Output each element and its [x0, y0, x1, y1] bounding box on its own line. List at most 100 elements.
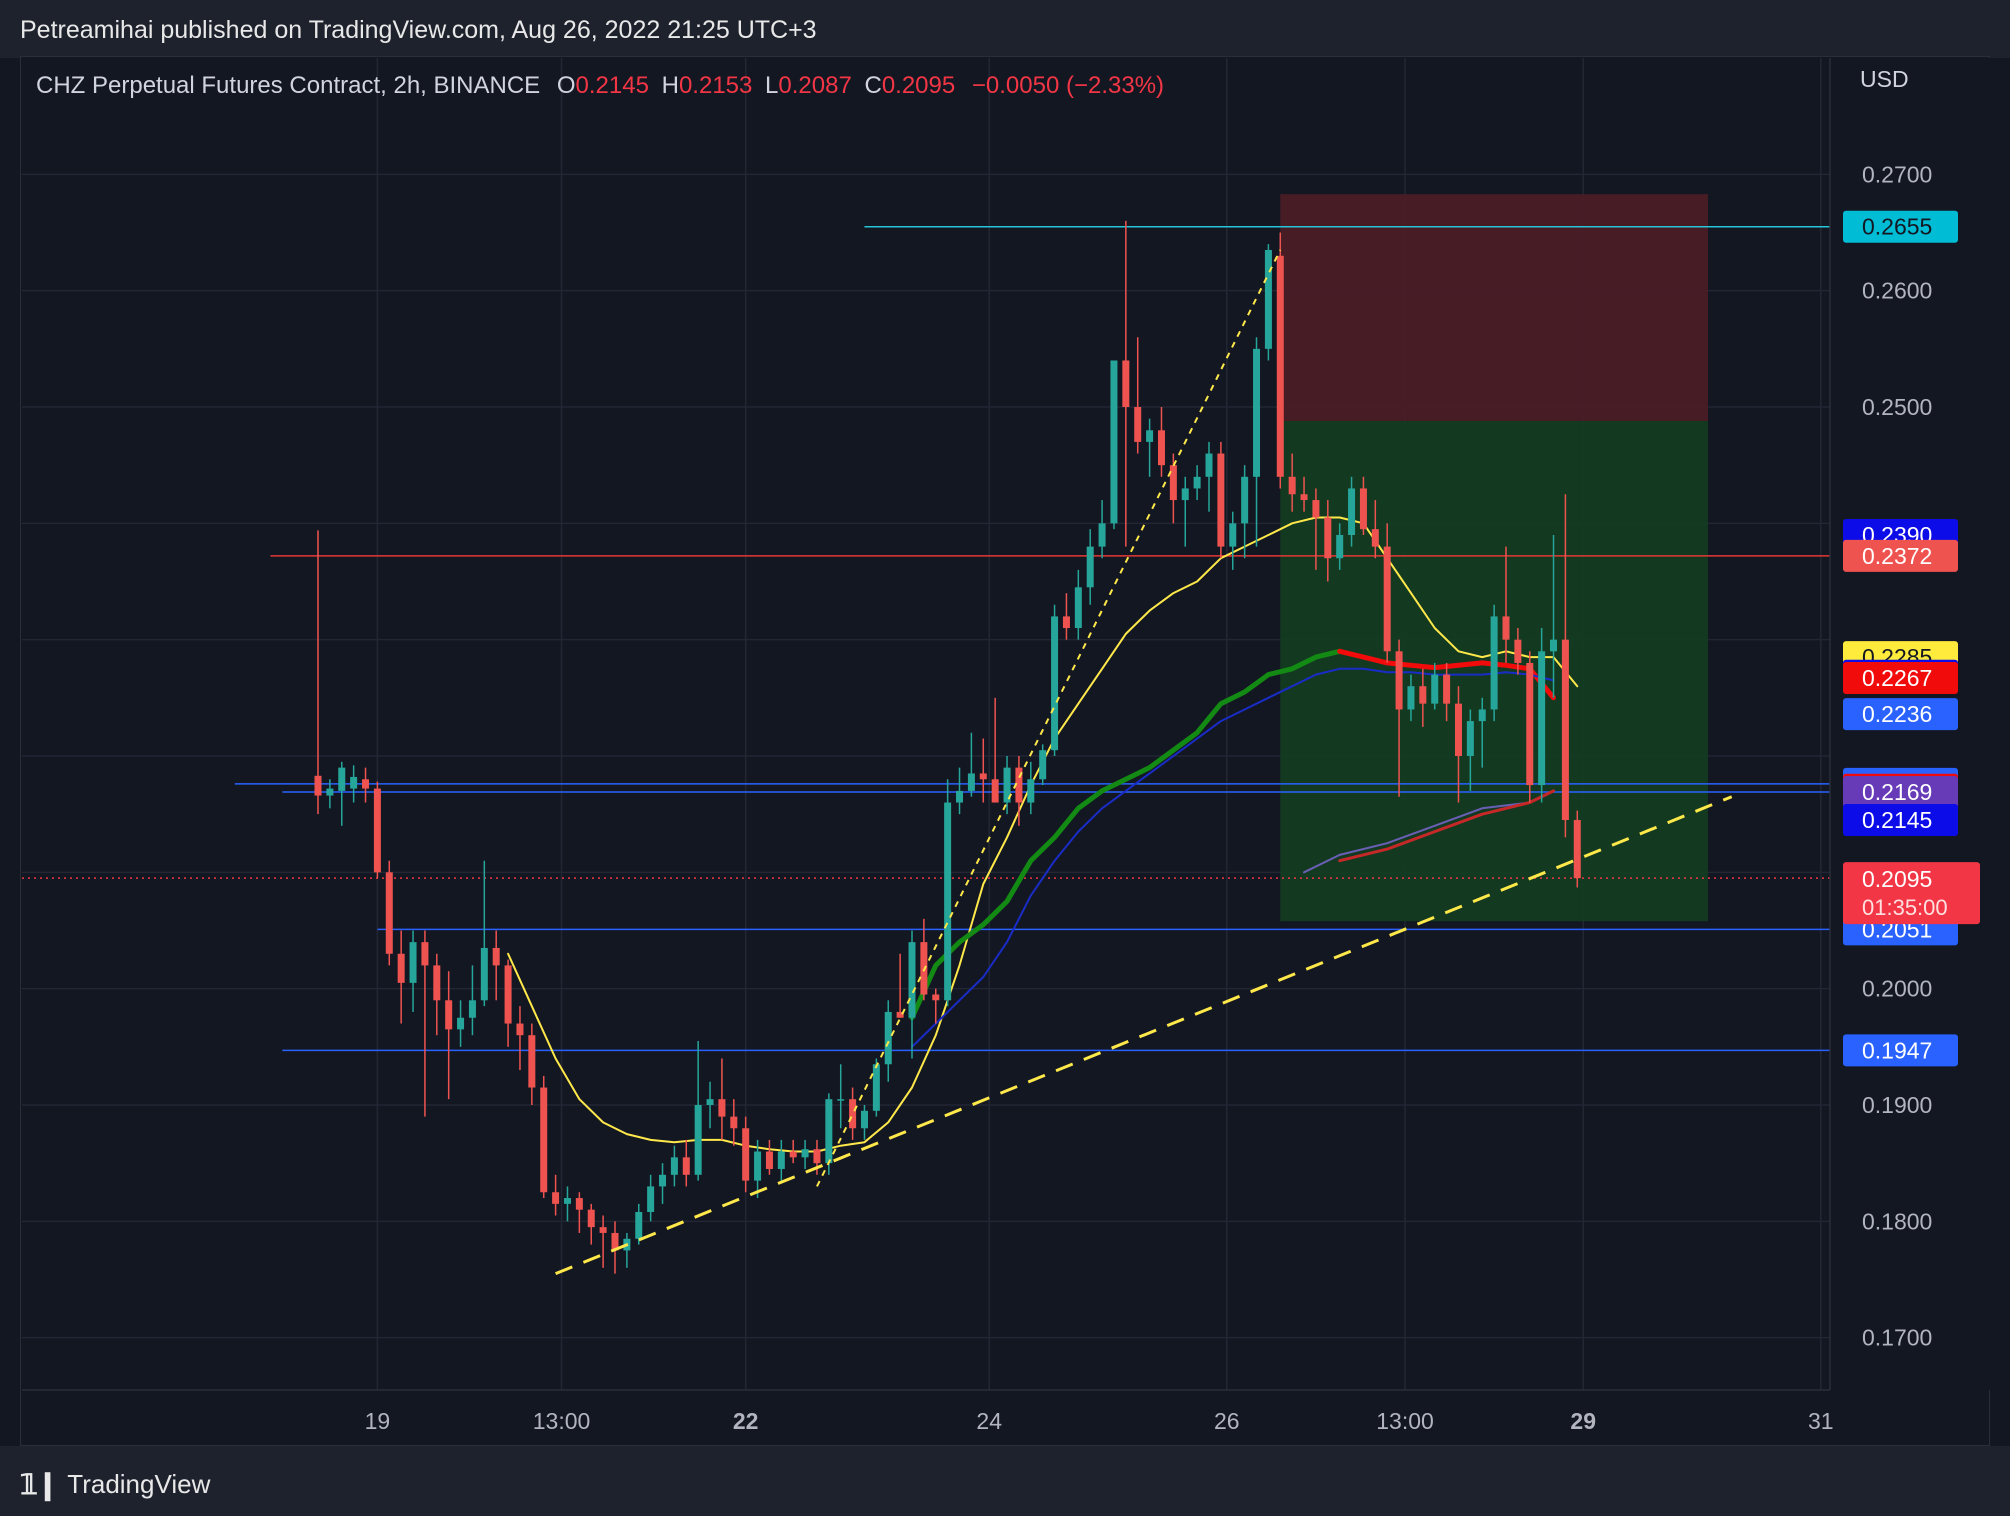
candle-body [1169, 465, 1177, 501]
tradingview-logo-icon: 𝟙❙ [20, 1469, 59, 1500]
trend-lines [555, 249, 1733, 1276]
candle-body [1526, 662, 1534, 786]
candle-body [670, 1157, 678, 1175]
candle-body [1300, 494, 1308, 501]
candle-body [1229, 523, 1237, 547]
open-value: 0.2145 [575, 72, 649, 99]
candle-body [1514, 639, 1522, 663]
candle-body [777, 1151, 785, 1169]
tradingview-brand[interactable]: 𝟙❙ TradingView [20, 1468, 210, 1501]
open-label: O [556, 72, 576, 99]
candle-body [1312, 500, 1320, 518]
price-tag [1843, 210, 1958, 243]
candle-body [754, 1151, 762, 1181]
stop-loss-zone [1280, 194, 1708, 421]
candle-body [433, 965, 441, 1001]
time-tick-label: 26 [1214, 1408, 1240, 1434]
candle-body [468, 1000, 476, 1018]
low-value: 0.2087 [778, 72, 852, 99]
current-price-tag [1843, 862, 1980, 925]
change-value: −0.0050 (−2.33%) [971, 72, 1165, 99]
candle-body [314, 775, 322, 796]
candle-body [1359, 488, 1367, 530]
price-tag [1843, 698, 1958, 731]
high-label: H [661, 72, 679, 99]
candle-body [1561, 639, 1569, 820]
candle-body [409, 942, 417, 983]
time-tick-label: 13:00 [1376, 1408, 1434, 1434]
candle-body [1015, 767, 1023, 803]
candle-body [884, 1011, 892, 1065]
candle-body [1062, 616, 1070, 629]
candle-body [587, 1209, 595, 1228]
candle-body [813, 1149, 821, 1164]
candle-body [1122, 360, 1130, 408]
time-tick-label: 24 [976, 1408, 1002, 1434]
candle-body [528, 1035, 536, 1088]
candle-body [1336, 534, 1344, 559]
candle-body [896, 1011, 904, 1018]
candle-body [1074, 587, 1082, 629]
candle-body [682, 1157, 690, 1175]
candle-body [1086, 546, 1094, 588]
candle-body [932, 994, 940, 1001]
candle-body [492, 947, 500, 966]
price-tag-label: 0.1947 [1862, 1037, 1932, 1063]
candle-body [362, 779, 370, 789]
price-tag-label: 0.2267 [1862, 665, 1932, 691]
candle-body [1573, 819, 1581, 879]
candle-body [338, 767, 346, 791]
candle-body [1276, 255, 1284, 477]
candle-body [730, 1116, 738, 1129]
price-tick-label: 0.2000 [1862, 976, 1932, 1002]
price-tag [1843, 662, 1958, 695]
candle-body [1003, 767, 1011, 803]
candle-body [706, 1099, 714, 1105]
candle-body [908, 942, 916, 1018]
close-value: 0.2095 [881, 72, 956, 99]
candle-body [860, 1110, 868, 1129]
candle-body [765, 1151, 773, 1169]
candle-body [1110, 360, 1118, 524]
candle-body [944, 802, 952, 1001]
price-tick-label: 0.1700 [1862, 1325, 1932, 1351]
candle-body [1419, 686, 1427, 704]
price-tag-label: 0.2655 [1862, 214, 1932, 240]
publisher-bar: Petreamihai published on TradingView.com… [0, 0, 2010, 58]
candle-body [1134, 407, 1142, 442]
candle-body [350, 776, 358, 789]
candle-body [718, 1099, 726, 1117]
time-tick-label: 29 [1570, 1408, 1596, 1434]
candle-body [789, 1151, 797, 1158]
price-tag-label: 0.2169 [1862, 779, 1932, 805]
time-axis[interactable]: 19 13:00 22 24 26 13:00 29 31 [22, 1389, 1834, 1434]
candle-body [575, 1198, 583, 1210]
candles [314, 220, 1581, 1274]
candle-body [1051, 616, 1059, 751]
price-tag [1843, 539, 1958, 572]
publisher-line: Petreamihai published on TradingView.com… [20, 16, 817, 44]
price-tick-label: 0.2500 [1862, 394, 1932, 420]
candle-body [635, 1212, 643, 1239]
price-tag [1843, 776, 1958, 809]
currency-label[interactable]: USD [1860, 66, 1909, 92]
symbol-legend[interactable]: CHZ Perpetual Futures Contract, 2h, BINA… [36, 72, 1164, 100]
candle-body [516, 1023, 524, 1036]
candle-body [385, 872, 393, 954]
candle-body [967, 773, 975, 791]
candle-body [1490, 616, 1498, 710]
candle-body [397, 953, 405, 983]
candle-body [1466, 721, 1474, 756]
price-tick-label: 0.1900 [1862, 1092, 1932, 1118]
candle-body [1253, 348, 1261, 477]
candle-body [1098, 523, 1106, 547]
candle-body [991, 779, 999, 803]
price-tick-label: 0.2600 [1862, 278, 1932, 304]
candle-body [1478, 709, 1486, 722]
candle-body [647, 1186, 655, 1213]
candle-body [956, 790, 964, 803]
candle-body [849, 1099, 857, 1129]
candle-body [552, 1192, 560, 1204]
candle-body [659, 1174, 667, 1187]
